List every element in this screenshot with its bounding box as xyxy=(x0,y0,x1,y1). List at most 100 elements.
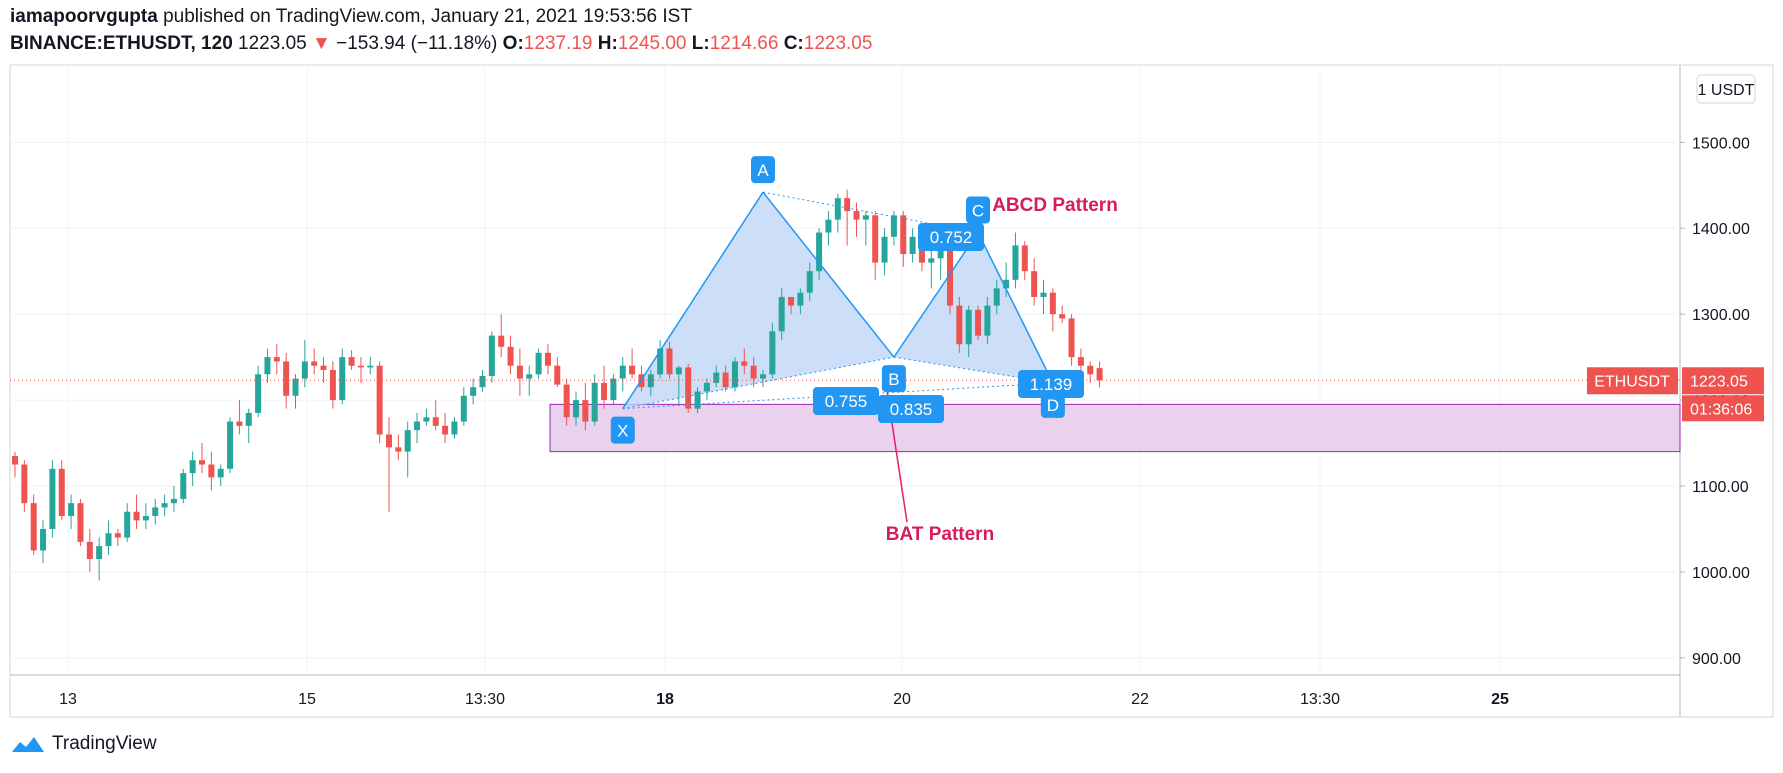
candle xyxy=(488,331,495,383)
candle xyxy=(760,370,766,388)
candle xyxy=(77,498,84,547)
candle xyxy=(909,228,916,263)
candle xyxy=(722,365,729,392)
candle xyxy=(872,211,879,280)
point-badge-a: A xyxy=(751,156,775,184)
candle xyxy=(591,374,598,426)
candle xyxy=(498,314,505,358)
x-tick-label: 22 xyxy=(1131,691,1149,708)
y-tick-label: 1000.00 xyxy=(1692,565,1750,582)
candle xyxy=(797,288,804,315)
candle xyxy=(788,296,795,315)
candle xyxy=(619,357,626,392)
pattern-ratio-line xyxy=(622,356,894,410)
brand-name: TradingView xyxy=(52,733,157,754)
candle xyxy=(507,335,514,375)
candle xyxy=(180,468,187,504)
high-value: 1245.00 xyxy=(617,33,687,54)
candle xyxy=(666,341,673,379)
time-axis[interactable]: 13 15 13:30 18 20 22 13:30 25 xyxy=(59,691,1509,708)
candle xyxy=(1068,314,1075,366)
candle xyxy=(292,374,299,409)
candle xyxy=(1087,361,1094,383)
x-tick-label: 13:30 xyxy=(1300,691,1340,708)
candle xyxy=(189,451,196,486)
pattern-leg xyxy=(762,191,895,358)
x-tick-label: 20 xyxy=(893,691,911,708)
high-label: H: xyxy=(597,33,618,54)
author-name[interactable]: iamapoorvgupta xyxy=(10,6,158,27)
candle xyxy=(68,494,75,529)
point-badge-c: C xyxy=(966,196,991,224)
candle xyxy=(30,494,37,555)
abcd-pattern-label: ABCD Pattern xyxy=(992,195,1118,216)
candle xyxy=(862,211,869,246)
candle xyxy=(601,365,608,409)
x-tick-label: 13:30 xyxy=(465,691,505,708)
candle xyxy=(21,460,28,512)
symbol-tag-label: ETHUSDT xyxy=(1594,373,1670,390)
candle xyxy=(301,339,308,388)
candle xyxy=(114,528,121,547)
pattern-labels: ABCD Pattern BAT Pattern xyxy=(886,195,1118,545)
candle xyxy=(395,434,402,461)
candle xyxy=(255,365,262,418)
support-zone xyxy=(549,403,1681,453)
ratio-0752: 0.752 xyxy=(930,228,973,247)
candle xyxy=(610,374,617,405)
low-value: 1214.66 xyxy=(709,33,779,54)
xab-triangle xyxy=(622,192,894,409)
candle xyxy=(470,378,477,405)
candle xyxy=(975,305,982,340)
pattern-point-badges: X A B C D xyxy=(610,156,1065,444)
x-tick-label: 15 xyxy=(298,691,316,708)
candle xyxy=(58,460,65,521)
candle xyxy=(675,365,682,405)
price-tag-label: 1223.05 xyxy=(1690,373,1748,390)
candle xyxy=(320,357,327,383)
price-axis[interactable]: 1500.001400.001300.001200.001100.001000.… xyxy=(1680,135,1750,668)
candle xyxy=(1021,241,1028,280)
tradingview-cloud-icon xyxy=(12,737,44,752)
candle xyxy=(227,417,234,474)
candle xyxy=(329,361,336,409)
candle xyxy=(993,279,1000,315)
bcd-triangle xyxy=(893,232,1053,383)
candle xyxy=(96,537,103,581)
pattern-leg xyxy=(893,232,979,358)
candle xyxy=(535,348,542,379)
candle xyxy=(170,485,177,512)
candle xyxy=(1003,262,1010,297)
candle xyxy=(460,387,467,426)
chart-frame xyxy=(9,64,1774,718)
unit-badge[interactable]: 1 USDT xyxy=(1696,74,1756,104)
candle xyxy=(348,350,355,370)
ratio-0835: 0.835 xyxy=(890,400,933,419)
svg-text:A: A xyxy=(757,161,769,180)
candle xyxy=(947,245,953,315)
candle xyxy=(516,348,523,396)
candle xyxy=(956,296,963,353)
candle xyxy=(311,348,318,375)
open-label: O: xyxy=(502,33,524,54)
candle xyxy=(900,211,907,267)
candle xyxy=(217,464,224,486)
candle xyxy=(432,400,439,431)
candle xyxy=(834,193,841,233)
candle xyxy=(442,412,449,444)
ratio-labels: 0.752 1.139 0.755 0.835 xyxy=(813,223,1084,423)
candle xyxy=(142,503,149,529)
grid-lines xyxy=(10,65,1680,675)
candle xyxy=(1031,258,1038,306)
candle xyxy=(245,408,252,444)
candle xyxy=(928,249,935,289)
footer-brand[interactable]: TradingView xyxy=(10,733,157,755)
candle xyxy=(778,288,785,340)
candle xyxy=(12,451,18,478)
candle xyxy=(161,494,168,517)
pattern-lines xyxy=(622,191,1054,410)
y-tick-label: 1400.00 xyxy=(1692,221,1750,238)
candle xyxy=(984,296,991,345)
point-badge-b: B xyxy=(881,365,906,393)
